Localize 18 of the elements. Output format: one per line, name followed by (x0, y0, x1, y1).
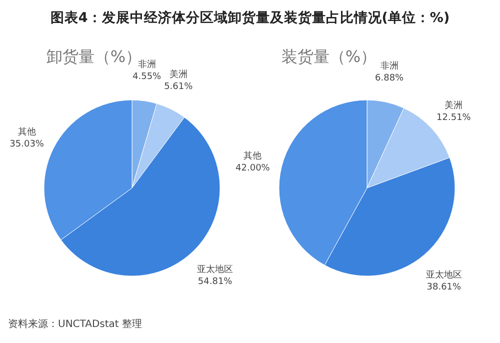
data-label: 38.61% (426, 282, 462, 292)
chart-subtitle: 装货量（%） (281, 47, 377, 66)
slice-label: 亚太地区 (197, 264, 234, 275)
slice-label: 美洲 (169, 68, 188, 80)
data-label: 4.55% (132, 72, 162, 82)
data-label: 54.81% (198, 276, 233, 287)
slice-label: 非洲 (380, 60, 398, 72)
text: 资料来源：UNCTADstat 整理 (8, 318, 142, 330)
data-label: 35.03% (10, 140, 44, 150)
slice-label: 亚太地区 (426, 269, 462, 280)
slice-label: 美洲 (444, 100, 463, 111)
slice-label: 其他 (244, 150, 262, 162)
data-label: 12.51% (436, 112, 472, 123)
slice-label: 其他 (18, 126, 36, 138)
data-label: 42.00% (236, 164, 270, 174)
data-label: 5.61% (164, 82, 194, 92)
chart-title: 图表4：发展中经济体分区域卸货量及装货量占比情况(单位：%) (50, 9, 450, 26)
data-label: 6.88% (375, 73, 404, 84)
